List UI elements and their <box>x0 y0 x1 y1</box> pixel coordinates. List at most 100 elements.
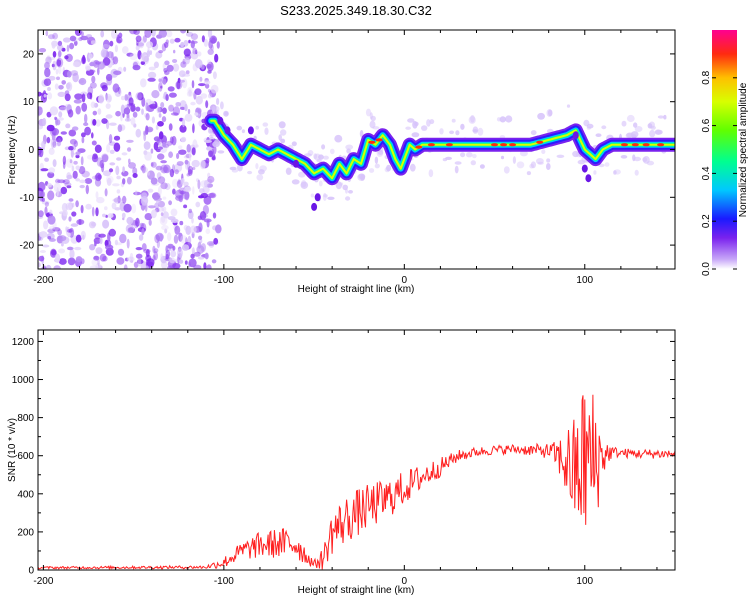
colorbar-tick-label: 0.4 <box>701 166 712 180</box>
noise-blob <box>208 150 213 158</box>
noise-blob <box>133 261 139 268</box>
noise-blob <box>181 244 190 251</box>
noise-blob <box>91 222 97 227</box>
noise-blob <box>155 51 163 59</box>
noise-blob <box>115 242 123 246</box>
noise-blob <box>148 71 157 79</box>
noise-blob <box>175 80 183 90</box>
haze-blob <box>470 115 475 123</box>
y-tick-label: 400 <box>17 489 34 500</box>
noise-blob <box>97 174 102 180</box>
colorbar-tick-label: 0.8 <box>701 70 712 84</box>
noise-blob <box>208 242 215 248</box>
noise-blob <box>143 248 151 254</box>
noise-blob <box>58 85 64 90</box>
ridge-blob <box>293 159 299 168</box>
ridge-peak <box>621 143 628 147</box>
ridge-blob <box>572 131 579 140</box>
noise-blob <box>61 80 66 85</box>
noise-blob <box>56 57 64 68</box>
haze-blob <box>479 164 485 169</box>
noise-blob <box>179 106 186 110</box>
noise-blob <box>38 106 43 116</box>
noise-blob <box>203 262 207 269</box>
haze-blob <box>519 150 528 157</box>
noise-blob <box>187 87 193 94</box>
noise-blob <box>128 97 134 106</box>
noise-blob <box>68 198 74 202</box>
noise-blob <box>157 146 164 150</box>
haze-blob <box>217 150 225 154</box>
noise-blob <box>194 88 202 96</box>
noise-blob <box>102 213 106 218</box>
noise-blob <box>65 123 71 129</box>
noise-blob <box>146 258 155 267</box>
noise-blob <box>60 186 68 195</box>
noise-blob <box>88 53 93 59</box>
noise-blob <box>180 41 185 48</box>
noise-blob <box>172 59 178 63</box>
noise-blob <box>169 136 174 144</box>
haze-blob <box>318 180 323 187</box>
haze-blob <box>407 118 415 123</box>
noise-blob <box>135 217 140 227</box>
noise-blob <box>66 174 73 180</box>
haze-blob <box>298 171 306 178</box>
noise-blob <box>121 212 126 219</box>
noise-blob <box>184 159 189 165</box>
noise-blob <box>187 109 191 114</box>
noise-blob <box>56 138 62 147</box>
y-tick-label: 0 <box>28 566 34 577</box>
haze-blob <box>546 109 553 117</box>
noise-blob <box>122 166 125 173</box>
noise-blob <box>128 162 136 169</box>
figure-title: S233.2025.349.18.30.C32 <box>280 3 432 18</box>
noise-blob <box>104 206 108 211</box>
haze-blob <box>454 161 462 165</box>
ridge-peak <box>642 143 650 147</box>
noise-blob <box>183 204 188 209</box>
colorbar-gradient <box>712 30 737 269</box>
noise-blob <box>157 185 162 196</box>
snr-marks <box>38 394 675 570</box>
haze-blob <box>541 149 546 154</box>
noise-blob <box>187 235 192 245</box>
haze-blob <box>428 169 434 178</box>
noise-blob <box>179 220 184 226</box>
noise-blob <box>165 39 169 45</box>
noise-blob <box>61 202 68 212</box>
noise-blob <box>150 209 157 219</box>
noise-blob <box>116 257 125 265</box>
haze-blob <box>537 161 544 165</box>
haze-blob <box>345 144 354 150</box>
noise-blob <box>112 198 120 202</box>
noise-blob <box>150 148 154 154</box>
noise-blob <box>105 73 113 82</box>
noise-blob <box>181 117 186 128</box>
noise-blob <box>183 181 189 187</box>
noise-blob <box>216 41 220 49</box>
haze-blob <box>429 119 435 125</box>
noise-blob <box>161 166 170 173</box>
noise-blob <box>176 161 184 166</box>
noise-blob <box>126 216 134 225</box>
noise-blob <box>97 257 100 267</box>
noise-blob <box>160 253 163 261</box>
noise-blob <box>40 191 46 198</box>
haze-blob <box>359 130 364 138</box>
noise-blob <box>64 55 69 60</box>
noise-blob <box>153 251 158 261</box>
noise-blob <box>103 39 110 50</box>
noise-blob <box>51 40 59 47</box>
noise-blob <box>113 70 122 76</box>
noise-blob <box>200 159 206 170</box>
noise-blob <box>46 124 55 132</box>
noise-blob <box>114 44 118 53</box>
noise-blob <box>141 228 145 236</box>
noise-blob <box>91 140 97 146</box>
noise-blob <box>169 38 175 44</box>
ridge-peak <box>427 143 435 147</box>
noise-blob <box>81 132 86 138</box>
noise-blob <box>88 221 96 229</box>
